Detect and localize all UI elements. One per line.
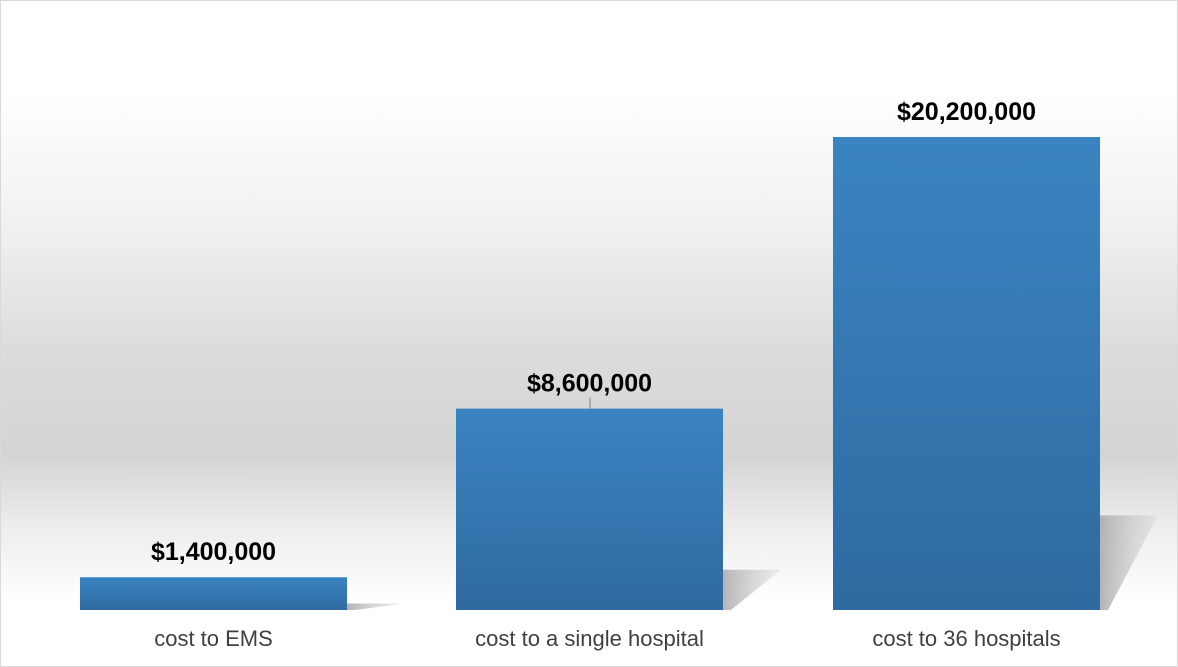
bars bbox=[80, 137, 1100, 610]
data-label: $8,600,000 bbox=[527, 370, 652, 398]
data-label: $1,400,000 bbox=[151, 538, 276, 566]
category-label: cost to a single hospital bbox=[475, 626, 704, 651]
category-labels: cost to EMS cost to a single hospital cost… bbox=[154, 626, 1060, 651]
bar bbox=[80, 577, 347, 610]
value-labels: $1,400,000 $8,600,000 $20,200,000 bbox=[151, 98, 1036, 566]
data-label: $20,200,000 bbox=[897, 98, 1036, 126]
category-label: cost to EMS bbox=[154, 626, 273, 651]
bar-shadow bbox=[1100, 515, 1158, 610]
bar-shadow bbox=[347, 603, 405, 610]
bar bbox=[833, 137, 1100, 610]
bar-shadows bbox=[347, 515, 1158, 610]
bar-shadow bbox=[723, 569, 781, 610]
category-label: cost to 36 hospitals bbox=[872, 626, 1060, 651]
bar bbox=[456, 408, 723, 610]
